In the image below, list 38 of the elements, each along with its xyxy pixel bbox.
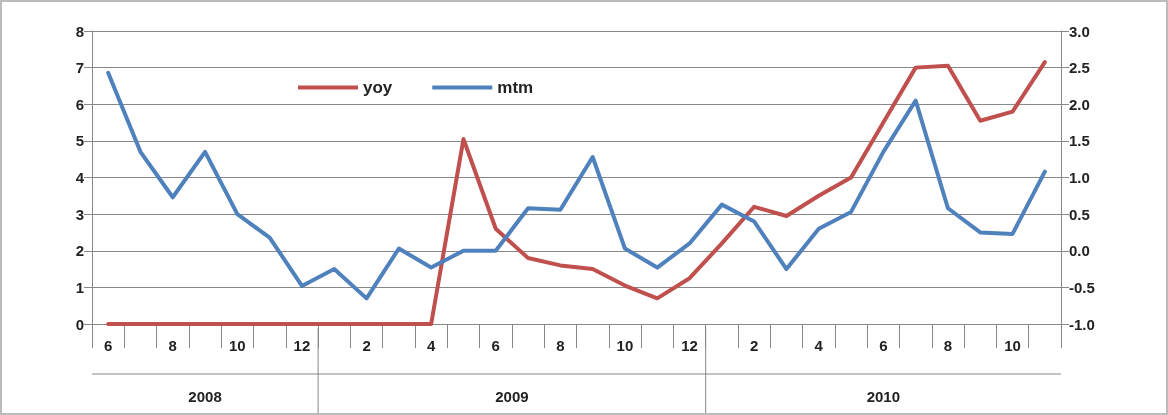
y2-tick-label: -0.5 (1069, 278, 1095, 296)
x-tick-label: 6 (491, 337, 500, 354)
x-tick-label: 4 (426, 337, 436, 354)
y2-tick-label: 2.0 (1069, 95, 1090, 113)
y-tick-label: 7 (75, 59, 84, 77)
y-tick-label: 0 (75, 315, 84, 333)
y2-tick-label: 1.0 (1069, 169, 1090, 186)
x-tick-label: 10 (229, 337, 246, 354)
y-tick-label: 5 (75, 132, 84, 150)
y-tick-label: 4 (75, 169, 85, 186)
text: 2009 (495, 387, 529, 405)
y-tick-label: 2 (75, 242, 84, 260)
x-tick-label: 6 (103, 337, 113, 354)
x-tick-label: 4 (814, 337, 824, 354)
x-tick-label: 12 (681, 337, 698, 354)
x-tick-label: 8 (556, 337, 565, 354)
y2-tick-label: -1.0 (1069, 315, 1095, 333)
x-tick-label: 12 (293, 337, 311, 354)
y2-tick-label: 0.5 (1069, 205, 1090, 223)
x-tick-label: 6 (879, 337, 888, 354)
y-tick-label: 6 (75, 95, 84, 113)
legend-label: mtm (497, 78, 534, 97)
legend-label: yoy (363, 78, 393, 97)
text: 2010 (866, 387, 901, 405)
x-tick-label: 8 (168, 337, 177, 354)
y-tick-label: 8 (75, 22, 84, 40)
y2-tick-label: 0.0 (1069, 242, 1090, 260)
x-tick-label: 8 (943, 337, 953, 354)
y-tick-label: 1 (75, 278, 84, 296)
y2-tick-label: 3.0 (1069, 22, 1090, 40)
x-tick-label: 10 (1004, 337, 1021, 354)
y2-tick-label: 2.5 (1069, 59, 1090, 77)
x-tick-label: 2 (362, 337, 371, 354)
x-tick-label: 10 (616, 337, 634, 354)
y-tick-label: 3 (75, 205, 84, 223)
text: 2008 (188, 387, 222, 405)
y2-tick-label: 1.5 (1069, 132, 1090, 150)
x-tick-label: 2 (749, 337, 759, 354)
